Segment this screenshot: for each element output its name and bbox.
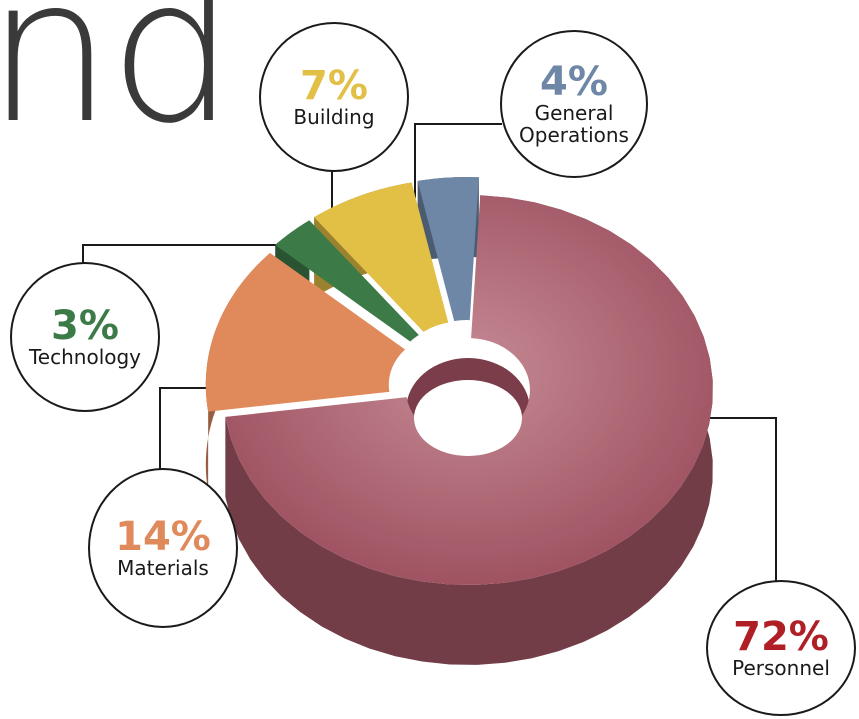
slice-technology [275, 220, 419, 342]
pct-technology: 3% [51, 303, 119, 349]
connector-general-operations [414, 123, 502, 198]
pct-general-operations: 4% [540, 59, 608, 105]
slice-personnel [225, 195, 713, 585]
label-building: Building [293, 105, 375, 129]
callout-general-operations: 4% General Operations [500, 30, 648, 178]
donut-hole [414, 380, 522, 456]
callout-technology: 3% Technology [10, 262, 160, 412]
pct-materials: 14% [115, 514, 211, 560]
slice-general-operations [417, 177, 479, 322]
slices [205, 177, 713, 665]
label-technology: Technology [28, 345, 142, 369]
slice-building [314, 182, 449, 332]
label-personnel: Personnel [732, 656, 830, 680]
callout-building: 7% Building [259, 22, 409, 172]
connector-technology [82, 244, 290, 264]
callout-personnel: 72% Personnel [706, 580, 856, 716]
pct-building: 7% [300, 63, 368, 109]
title-fragment: nd [0, 0, 236, 168]
slice-materials [205, 253, 406, 412]
label-materials: Materials [117, 556, 209, 580]
label-general-operations: General Operations [519, 101, 629, 147]
pct-personnel: 72% [733, 614, 829, 660]
callout-materials: 14% Materials [88, 468, 238, 628]
